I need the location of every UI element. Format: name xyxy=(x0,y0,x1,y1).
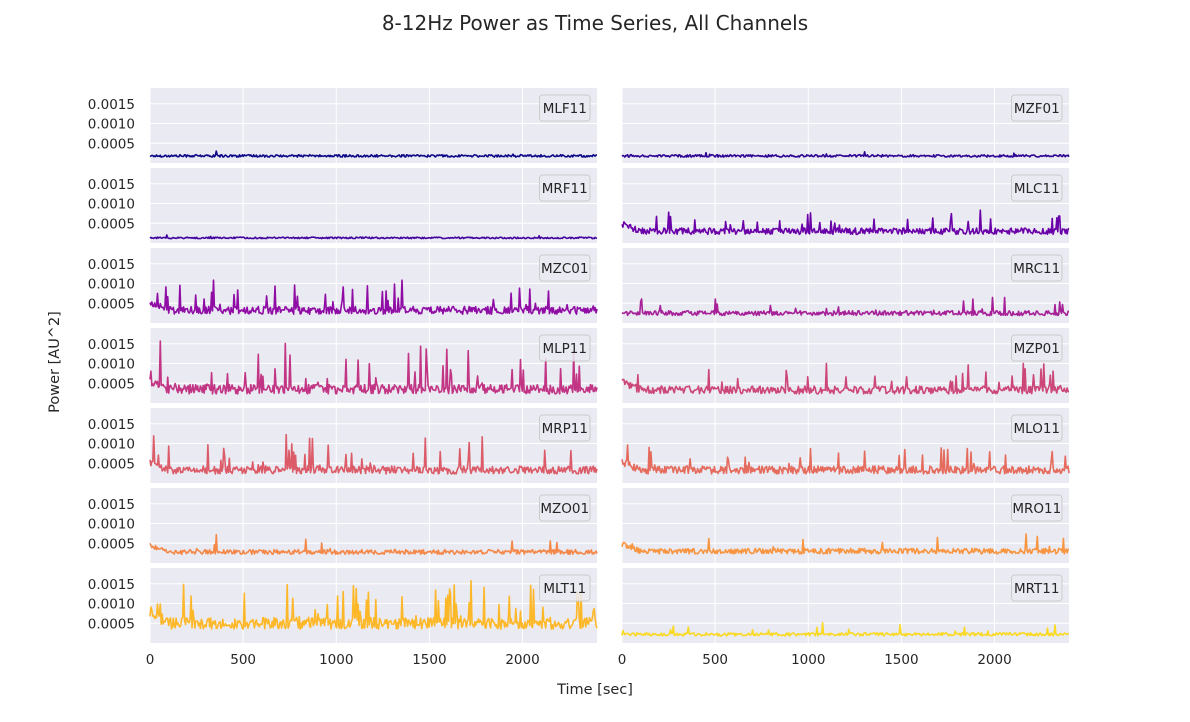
x-axis-label: Time [sec] xyxy=(556,682,633,698)
y-tick-label: 0.0005 xyxy=(88,296,135,312)
x-tick-label: 0 xyxy=(146,652,155,668)
legend-box xyxy=(1011,574,1063,602)
series-line-mro11 xyxy=(621,533,1070,555)
x-tick-label: 500 xyxy=(230,652,256,668)
panel-mzc01: MZC01 0.0005 0.0010 0.0015 xyxy=(88,248,598,323)
y-tick-label: 0.0005 xyxy=(88,616,135,632)
y-tick-label: 0.0015 xyxy=(88,177,135,193)
series-line-mzf01 xyxy=(621,151,1070,158)
panel-mlp11: MLP11 0.0005 0.0010 0.0015 xyxy=(88,328,598,403)
legend-label: MLC11 xyxy=(1014,181,1060,197)
x-tick-label: 1500 xyxy=(412,652,446,668)
panel-background xyxy=(622,328,1069,403)
series-line-mrc11 xyxy=(621,296,1070,317)
legend-box xyxy=(1011,494,1063,522)
legend-box xyxy=(1011,254,1063,282)
legend-box xyxy=(539,574,591,602)
y-tick-label: 0.0005 xyxy=(88,216,135,232)
legend-label: MLP11 xyxy=(543,341,588,357)
legend-label: MZO01 xyxy=(540,501,589,517)
legend-label: MZP01 xyxy=(1014,341,1060,357)
legend-label: MRP11 xyxy=(542,421,588,437)
y-tick-label: 0.0010 xyxy=(88,597,135,613)
legend-label: MLO11 xyxy=(1014,421,1061,437)
legend-box xyxy=(1011,414,1063,442)
y-tick-label: 0.0005 xyxy=(88,136,135,152)
series-line-mzp01 xyxy=(621,362,1069,395)
legend-label: MRC11 xyxy=(1013,261,1060,277)
panel-mrf11: MRF11 0.0005 0.0010 0.0015 xyxy=(88,168,598,243)
y-tick-label: 0.0015 xyxy=(88,417,135,433)
panel-mrt11: MRT11 0 500 1000 1500 2000 xyxy=(618,568,1069,668)
legend-box xyxy=(1011,174,1063,202)
x-tick-label: 500 xyxy=(702,652,728,668)
series-line-mrt11 xyxy=(621,622,1069,637)
legend-box xyxy=(539,174,591,202)
legend-box xyxy=(539,414,591,442)
series-line-mlo11 xyxy=(621,444,1070,475)
panel-background xyxy=(622,88,1069,163)
legend-label: MRO11 xyxy=(1012,501,1061,517)
legend-label: MZF01 xyxy=(1014,101,1060,117)
panel-background xyxy=(150,168,597,243)
series-line-mrf11 xyxy=(149,234,598,240)
panel-mrc11: MRC11 xyxy=(621,248,1070,323)
legend-box xyxy=(1011,334,1063,362)
legend-box xyxy=(539,494,591,522)
y-tick-label: 0.0015 xyxy=(88,257,135,273)
y-tick-label: 0.0010 xyxy=(88,197,135,213)
series-line-mlp11 xyxy=(149,340,598,395)
panel-mlt11: MLT11 0.0005 0.0010 0.0015 0 500 1000 1500 2000 xyxy=(88,568,598,668)
panel-mlf11: MLF11 0.0005 0.0010 0.0015 xyxy=(88,88,597,163)
legend-label: MLT11 xyxy=(543,581,586,597)
legend-box xyxy=(539,334,591,362)
series-line-mrp11 xyxy=(149,433,598,475)
y-tick-label: 0.0010 xyxy=(88,277,135,293)
x-tick-label: 2000 xyxy=(505,652,539,668)
series-line-mzo01 xyxy=(149,533,598,556)
legend-label: MRF11 xyxy=(542,181,588,197)
y-tick-label: 0.0010 xyxy=(88,117,135,133)
legend-label: MRT11 xyxy=(1014,581,1059,597)
panel-mzo01: MZO01 0.0005 0.0010 0.0015 xyxy=(88,488,598,563)
x-tick-label: 1000 xyxy=(791,652,825,668)
panel-mlc11: MLC11 xyxy=(621,168,1070,243)
y-tick-label: 0.0015 xyxy=(88,97,135,113)
y-tick-label: 0.0005 xyxy=(88,456,135,472)
y-tick-label: 0.0005 xyxy=(88,376,135,392)
x-tick-label: 2000 xyxy=(977,652,1011,668)
series-line-mzc01 xyxy=(149,279,598,316)
y-tick-label: 0.0010 xyxy=(88,437,135,453)
panel-mzf01: MZF01 xyxy=(621,88,1070,163)
x-tick-label: 1000 xyxy=(319,652,353,668)
panels-grid: MLF11 0.0005 0.0010 0.0015 MZF01 MRF11 0.0005 0… xyxy=(88,88,1070,668)
legend-label: MZC01 xyxy=(541,261,589,277)
y-tick-label: 0.0015 xyxy=(88,497,135,513)
x-tick-label: 1500 xyxy=(884,652,918,668)
chart-title: 8-12Hz Power as Time Series, All Channel… xyxy=(382,11,808,35)
y-tick-label: 0.0015 xyxy=(88,337,135,353)
series-line-mlt11 xyxy=(149,579,598,630)
series-line-mlc11 xyxy=(621,209,1070,236)
legend-box xyxy=(1011,94,1063,122)
y-tick-label: 0.0010 xyxy=(88,517,135,533)
panel-mlo11: MLO11 xyxy=(621,408,1070,483)
y-tick-label: 0.0005 xyxy=(88,536,135,552)
y-axis-label: Power [AU^2] xyxy=(47,311,63,413)
panel-mzp01: MZP01 xyxy=(621,328,1069,403)
legend-label: MLF11 xyxy=(543,101,587,117)
legend-box xyxy=(539,94,591,122)
y-tick-label: 0.0010 xyxy=(88,357,135,373)
series-line-mlf11 xyxy=(149,150,597,158)
x-tick-label: 0 xyxy=(618,652,627,668)
y-tick-label: 0.0015 xyxy=(88,577,135,593)
panel-mro11: MRO11 xyxy=(621,488,1070,563)
legend-box xyxy=(539,254,591,282)
panel-mrp11: MRP11 0.0005 0.0010 0.0015 xyxy=(88,408,598,483)
